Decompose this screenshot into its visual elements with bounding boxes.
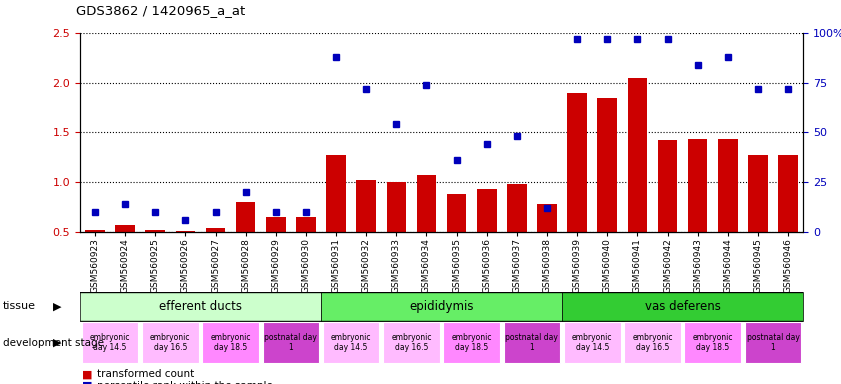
Bar [206, 228, 225, 282]
Bar [383, 323, 440, 363]
Text: tissue: tissue [3, 301, 35, 311]
Bar [627, 78, 648, 282]
Bar [145, 230, 165, 282]
Bar [658, 141, 677, 282]
Bar [142, 323, 198, 363]
Bar [296, 217, 315, 282]
Text: development stage: development stage [3, 338, 103, 348]
Text: epididymis: epididymis [410, 300, 473, 313]
Bar [443, 323, 500, 363]
Bar [688, 139, 707, 282]
Text: embryonic
day 16.5: embryonic day 16.5 [632, 333, 673, 353]
Bar [357, 180, 376, 282]
Text: embryonic
day 18.5: embryonic day 18.5 [452, 333, 492, 353]
Bar [744, 323, 801, 363]
Text: embryonic
day 18.5: embryonic day 18.5 [692, 333, 733, 353]
Text: embryonic
day 16.5: embryonic day 16.5 [391, 333, 431, 353]
Text: efferent ducts: efferent ducts [159, 300, 242, 313]
Bar [562, 292, 803, 321]
Text: postnatal day
1: postnatal day 1 [747, 333, 800, 353]
Text: embryonic
day 14.5: embryonic day 14.5 [90, 333, 130, 353]
Bar [507, 184, 526, 282]
Bar [718, 139, 738, 282]
Text: postnatal day
1: postnatal day 1 [505, 333, 558, 353]
Bar [447, 194, 467, 282]
Text: postnatal day
1: postnatal day 1 [264, 333, 317, 353]
Text: embryonic
day 16.5: embryonic day 16.5 [150, 333, 191, 353]
Bar [176, 231, 195, 282]
Bar [80, 292, 321, 321]
Text: ▶: ▶ [53, 338, 61, 348]
Text: GDS3862 / 1420965_a_at: GDS3862 / 1420965_a_at [76, 4, 245, 17]
Bar [537, 204, 557, 282]
Bar [326, 156, 346, 282]
Bar [235, 202, 256, 282]
Text: percentile rank within the sample: percentile rank within the sample [97, 381, 272, 384]
Bar [387, 182, 406, 282]
Bar [321, 292, 562, 321]
Bar [748, 156, 768, 282]
Bar [323, 323, 379, 363]
Text: ▶: ▶ [53, 301, 61, 311]
Bar [477, 189, 496, 282]
Bar [597, 98, 617, 282]
Text: transformed count: transformed count [97, 369, 194, 379]
Bar [563, 323, 621, 363]
Text: ■: ■ [82, 369, 92, 379]
Bar [624, 323, 681, 363]
Text: embryonic
day 18.5: embryonic day 18.5 [210, 333, 251, 353]
Bar [85, 230, 105, 282]
Bar [262, 323, 320, 363]
Bar [416, 175, 436, 282]
Bar [568, 93, 587, 282]
Bar [778, 156, 798, 282]
Text: embryonic
day 14.5: embryonic day 14.5 [331, 333, 372, 353]
Bar [266, 217, 286, 282]
Text: vas deferens: vas deferens [645, 300, 721, 313]
Text: embryonic
day 14.5: embryonic day 14.5 [572, 333, 612, 353]
Bar [82, 323, 139, 363]
Bar [115, 225, 135, 282]
Text: ■: ■ [82, 381, 92, 384]
Bar [504, 323, 560, 363]
Bar [685, 323, 741, 363]
Bar [202, 323, 259, 363]
